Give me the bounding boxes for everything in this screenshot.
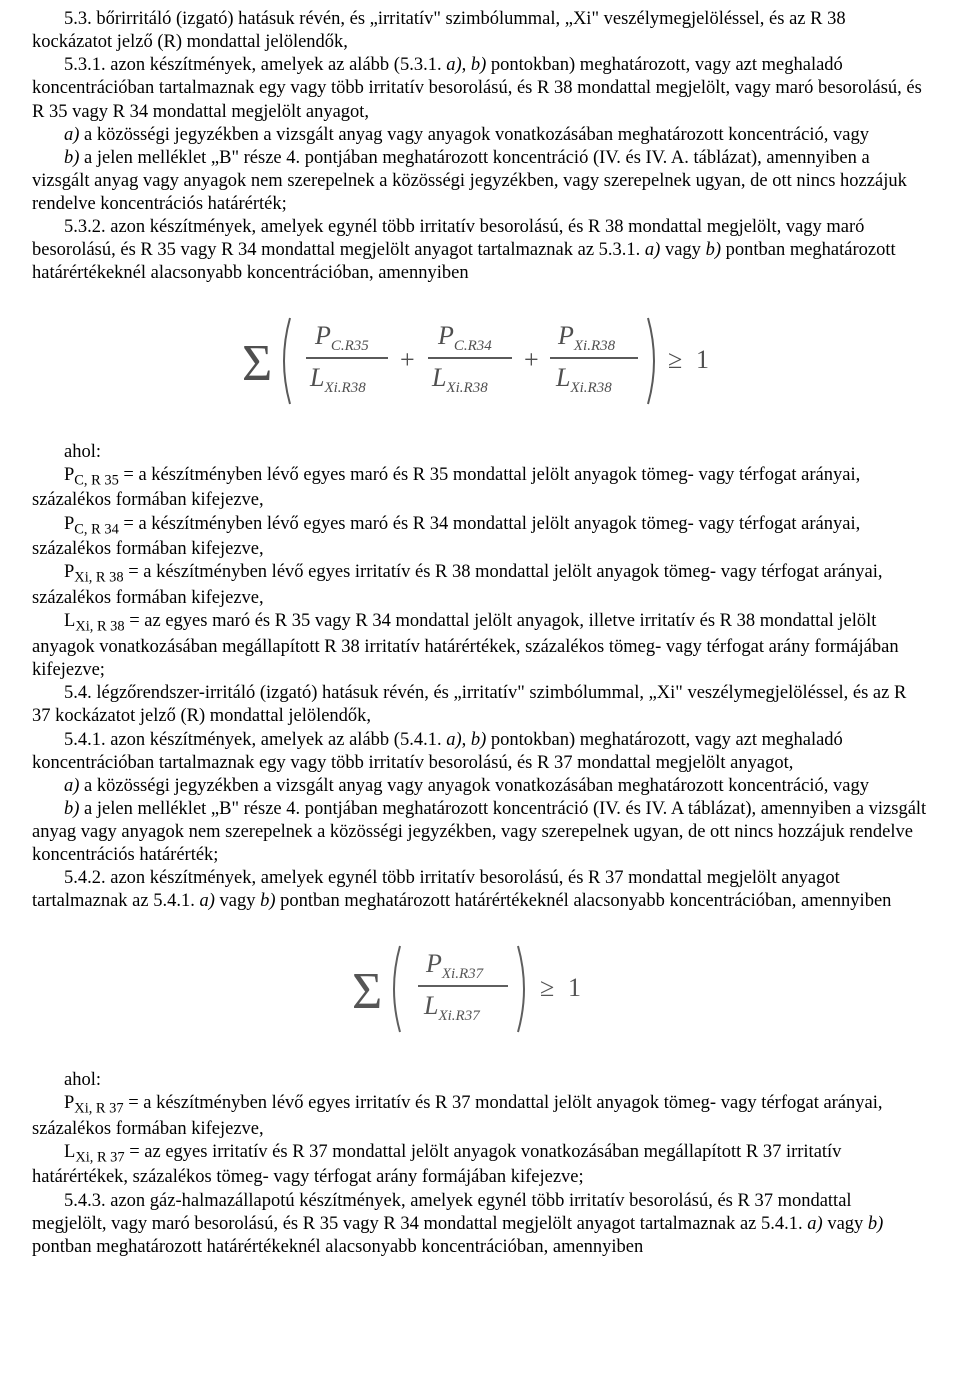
text: a jelen melléklet „B" része 4. pontjában… — [32, 799, 926, 865]
text-italic: b) — [64, 148, 79, 168]
para-5-3-2: 5.3.2. azon készítmények, amelyek egynél… — [32, 216, 928, 285]
para-5-4-1-a: a) a közösségi jegyzékben a vizsgált any… — [32, 775, 928, 798]
text-italic: a) — [199, 891, 214, 911]
var-label: LXi, R 37 — [64, 1142, 125, 1162]
formula-denom-2: LXi.R38 — [431, 363, 488, 396]
formula-2: Σ PXi.R37 LXi.R37 ≥ 1 — [32, 934, 928, 1051]
formula-numer-1: PC.R35 — [314, 321, 369, 354]
para-5-3-1-b: b) a jelen melléklet „B" része 4. pontjá… — [32, 147, 928, 216]
text: = a készítményben lévő egyes maró és R 3… — [32, 514, 860, 560]
text: a jelen melléklet „B" része 4. pontjában… — [32, 148, 907, 214]
text-italic: b) — [471, 730, 486, 750]
text: 5.3.1. azon készítmények, amelyek az alá… — [64, 55, 446, 75]
text: a közösségi jegyzékben a vizsgált anyag … — [79, 125, 869, 145]
formula-numer: PXi.R37 — [425, 949, 485, 982]
text-italic: b) — [471, 55, 486, 75]
formula-numer-2: PC.R34 — [437, 321, 492, 354]
ahol-1: ahol: — [32, 441, 928, 464]
para-5-3: 5.3. bőrirritáló (izgató) hatásuk révén,… — [32, 8, 928, 54]
text-italic: b) — [868, 1214, 883, 1234]
text-italic: b) — [64, 799, 79, 819]
formula-numer-3: PXi.R38 — [557, 321, 616, 354]
para-5-4-3: 5.4.3. azon gáz-halmazállapotú készítmén… — [32, 1190, 928, 1259]
text-italic: b) — [260, 891, 275, 911]
ge-symbol: ≥ — [668, 345, 682, 374]
ahol-2: ahol: — [32, 1069, 928, 1092]
one: 1 — [568, 973, 581, 1002]
ge-symbol: ≥ — [540, 973, 554, 1002]
var-label: PC, R 34 — [64, 514, 119, 534]
text: vagy — [660, 240, 705, 260]
one: 1 — [696, 345, 709, 374]
plus-1: + — [400, 345, 415, 374]
paren-right — [648, 318, 654, 404]
text: 5.4.1. azon készítmények, amelyek az alá… — [64, 730, 446, 750]
sigma-symbol: Σ — [352, 963, 382, 1020]
text-italic: a) — [446, 55, 461, 75]
formula-1: Σ PC.R35 LXi.R38 + PC.R34 LXi.R38 + PXi.… — [32, 306, 928, 423]
def-lxi-r38: LXi, R 38 = az egyes maró és R 35 vagy R… — [32, 610, 928, 682]
def-pc-r34: PC, R 34 = a készítményben lévő egyes ma… — [32, 513, 928, 562]
text: vagy — [823, 1214, 868, 1234]
def-pxi-r38: PXi, R 38 = a készítményben lévő egyes i… — [32, 561, 928, 610]
var-label: PXi, R 38 — [64, 562, 124, 582]
para-5-4-1: 5.4.1. azon készítmények, amelyek az alá… — [32, 729, 928, 775]
text: = az egyes irritatív és R 37 mondattal j… — [32, 1142, 841, 1188]
para-5-4-1-b: b) a jelen melléklet „B" része 4. pontjá… — [32, 798, 928, 867]
text-italic: a) — [64, 125, 79, 145]
text-italic: b) — [706, 240, 721, 260]
text: = a készítményben lévő egyes irritatív é… — [32, 562, 883, 608]
def-pc-r35: PC, R 35 = a készítményben lévő egyes ma… — [32, 464, 928, 513]
text-italic: a) — [645, 240, 660, 260]
paren-right — [518, 946, 524, 1032]
var-label: PC, R 35 — [64, 465, 119, 485]
text: , — [462, 730, 471, 750]
para-5-4-2: 5.4.2. azon készítmények, amelyek egynél… — [32, 867, 928, 913]
plus-2: + — [524, 345, 539, 374]
para-5-3-1-a: a) a közösségi jegyzékben a vizsgált any… — [32, 124, 928, 147]
para-5-4: 5.4. légzőrendszer-irritáló (izgató) hat… — [32, 682, 928, 728]
def-lxi-r37: LXi, R 37 = az egyes irritatív és R 37 m… — [32, 1141, 928, 1190]
text-italic: a) — [446, 730, 461, 750]
formula-denom-3: LXi.R38 — [555, 363, 612, 396]
text: pontban meghatározott határértékeknél al… — [32, 1237, 643, 1257]
formula-denom-1: LXi.R38 — [309, 363, 366, 396]
paren-left — [284, 318, 290, 404]
var-label: PXi, R 37 — [64, 1093, 124, 1113]
text: a közösségi jegyzékben a vizsgált anyag … — [79, 776, 869, 796]
text: = a készítményben lévő egyes maró és R 3… — [32, 465, 860, 511]
sigma-symbol: Σ — [242, 335, 272, 392]
text: vagy — [215, 891, 260, 911]
def-pxi-r37: PXi, R 37 = a készítményben lévő egyes i… — [32, 1092, 928, 1141]
text: pontban meghatározott határértékeknél al… — [276, 891, 892, 911]
text: , — [462, 55, 471, 75]
text: 5.4.3. azon gáz-halmazállapotú készítmén… — [32, 1191, 852, 1234]
formula-denom: LXi.R37 — [423, 991, 481, 1024]
text: = a készítményben lévő egyes irritatív é… — [32, 1093, 883, 1139]
text-italic: a) — [807, 1214, 822, 1234]
text-italic: a) — [64, 776, 79, 796]
var-label: LXi, R 38 — [64, 611, 125, 631]
text: = az egyes maró és R 35 vagy R 34 mondat… — [32, 611, 899, 680]
para-5-3-1: 5.3.1. azon készítmények, amelyek az alá… — [32, 54, 928, 123]
paren-left — [394, 946, 400, 1032]
